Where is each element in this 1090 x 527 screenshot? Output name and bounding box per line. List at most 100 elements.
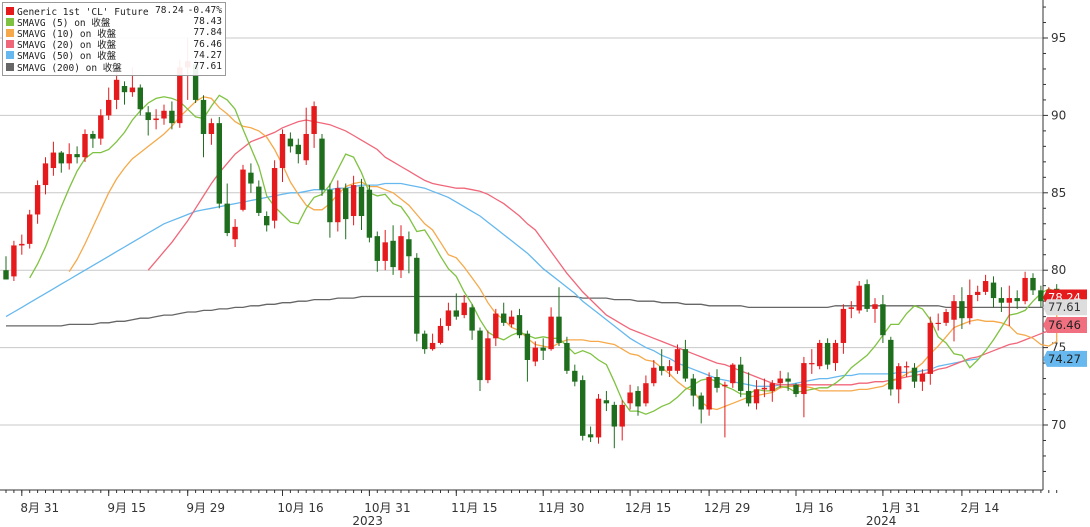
x-tick-label: 12月 15 <box>625 501 671 515</box>
candle-body <box>66 154 72 164</box>
candle <box>785 372 791 391</box>
candle-body <box>240 169 246 210</box>
candle <box>271 160 278 229</box>
candle <box>832 339 839 371</box>
x-tick-label: 10月 16 <box>277 501 323 515</box>
candle <box>1006 285 1012 326</box>
candle <box>627 384 633 410</box>
candle <box>651 359 657 387</box>
candle <box>398 225 404 278</box>
y-tick-label: 90 <box>1051 108 1066 122</box>
candle <box>730 363 736 388</box>
legend-item: SMAVG (20) on 收盤 76.46 <box>6 39 222 51</box>
candle-body <box>769 383 775 391</box>
candle-body <box>896 366 902 390</box>
candle-body <box>287 138 294 147</box>
candle-body <box>343 188 349 220</box>
candle-body <box>279 133 286 169</box>
candle <box>343 183 349 240</box>
candle-body <box>335 188 341 223</box>
candle <box>998 287 1005 312</box>
candle <box>564 336 570 374</box>
candle <box>643 375 649 407</box>
candle <box>777 370 783 388</box>
candle-body <box>809 363 815 365</box>
candle-body <box>1006 298 1012 303</box>
candle-body <box>967 294 973 319</box>
candle <box>722 381 728 438</box>
candle <box>738 356 744 398</box>
y-tick-label: 85 <box>1051 186 1066 200</box>
candle <box>169 101 175 130</box>
candle-body <box>161 110 167 119</box>
legend-value: 78.24 <box>155 5 184 17</box>
candle <box>161 104 167 125</box>
candle <box>635 386 641 416</box>
candle-body <box>406 239 412 257</box>
candle-body <box>927 322 933 374</box>
candle-body <box>951 301 957 320</box>
candle <box>698 392 704 424</box>
candle <box>572 364 578 387</box>
candle-body <box>824 342 831 365</box>
candle <box>232 219 238 247</box>
candle <box>769 380 775 402</box>
candle-body <box>390 240 396 268</box>
y-tick-label: 95 <box>1051 31 1066 45</box>
candle-body <box>903 366 910 368</box>
candle-body <box>469 307 475 331</box>
candle <box>311 101 317 148</box>
candle <box>809 349 815 374</box>
candle-body <box>453 310 459 317</box>
candle-body <box>319 138 325 190</box>
candle-body <box>666 366 673 371</box>
candle <box>106 87 112 121</box>
candle <box>706 372 712 416</box>
candle <box>137 84 143 116</box>
candle-body <box>74 154 80 158</box>
candle <box>674 344 681 374</box>
candle <box>682 339 689 382</box>
candle <box>335 180 341 232</box>
candle <box>880 294 886 343</box>
candle <box>903 361 910 378</box>
candle-body <box>777 378 783 384</box>
candle <box>414 253 420 342</box>
candle-body <box>350 185 357 217</box>
candle <box>848 301 854 319</box>
candle-body <box>248 172 254 184</box>
candle-body <box>485 338 491 381</box>
value-tag-label: 76.46 <box>1048 318 1081 332</box>
value-tag-bg <box>1043 350 1087 367</box>
candle-body <box>42 163 49 186</box>
candle-body <box>216 123 222 204</box>
candle <box>801 356 807 418</box>
candle-body <box>730 364 736 384</box>
candle <box>501 302 507 326</box>
candle-body <box>532 347 538 362</box>
candle <box>659 349 665 376</box>
legend: Generic 1st 'CL' Future - 最新價 78.24-0.47%… <box>2 2 226 76</box>
candle-body <box>90 133 96 139</box>
sma-line <box>29 94 1058 415</box>
candle <box>864 279 870 312</box>
candle <box>603 390 610 412</box>
candle <box>587 426 594 443</box>
legend-value: 78.43 <box>193 16 222 28</box>
legend-swatch <box>6 17 14 26</box>
candle <box>951 294 957 342</box>
candle <box>753 380 760 410</box>
x-tick-label: 10月 31 <box>364 501 410 515</box>
candle-body <box>611 404 617 427</box>
y-tick-label: 80 <box>1051 263 1066 277</box>
legend-item: SMAVG (5) on 收盤 78.43 <box>6 16 222 29</box>
legend-change: -0.47% <box>187 5 222 17</box>
candle <box>66 143 72 170</box>
candle <box>3 256 9 280</box>
candle <box>82 129 88 162</box>
candle-body <box>880 304 886 336</box>
candle-body <box>358 186 365 217</box>
legend-name: SMAVG (200) on 收盤 <box>17 62 122 74</box>
candle-body <box>840 308 847 343</box>
